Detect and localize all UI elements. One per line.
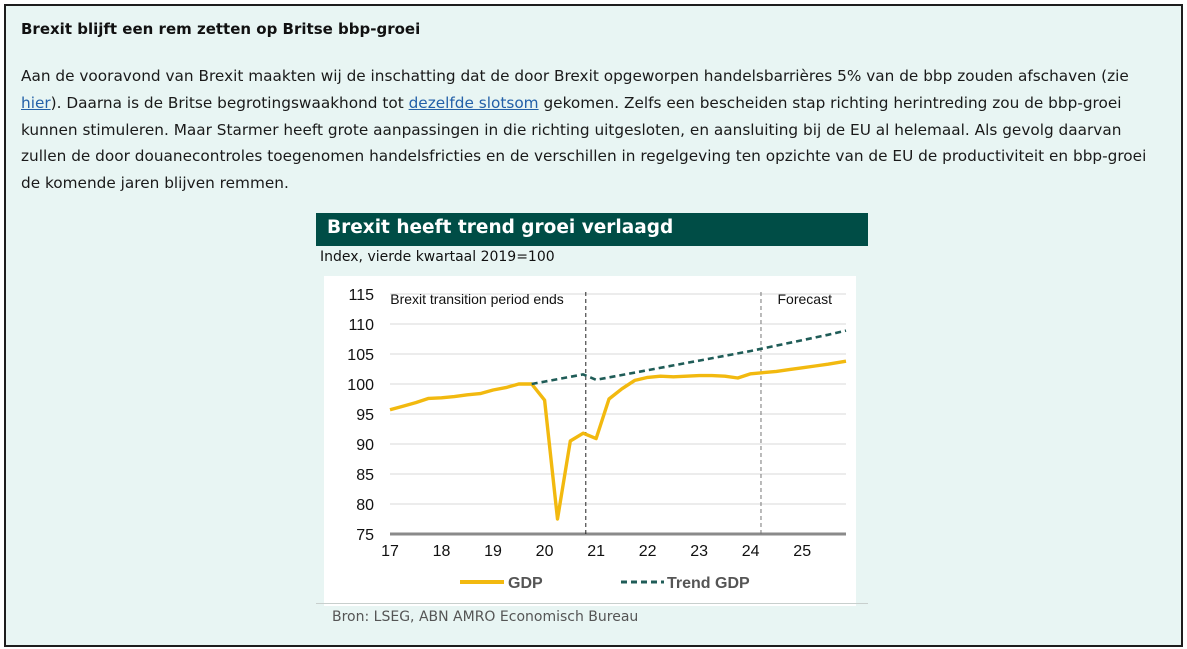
y-tick-label-75: 75: [356, 527, 374, 544]
x-tick-label-18: 18: [433, 543, 451, 560]
link-hier[interactable]: hier: [21, 93, 51, 112]
source-divider: [316, 603, 868, 604]
y-tick-label-110: 110: [348, 317, 374, 334]
legend-label-gdp: GDP: [508, 575, 543, 592]
y-tick-label-80: 80: [356, 497, 374, 514]
x-tick-label-22: 22: [639, 543, 657, 560]
x-tick-label-23: 23: [690, 543, 708, 560]
chart-title: Brexit heeft trend groei verlaagd: [316, 213, 868, 246]
article-panel: Brexit blijft een rem zetten op Britse b…: [4, 4, 1183, 647]
series-line-trend-gdp: [531, 329, 847, 386]
link-dezelfde-slotsom[interactable]: dezelfde slotsom: [408, 93, 539, 112]
annotation-label-0: Brexit transition period ends: [390, 291, 564, 307]
section-heading: Brexit blijft een rem zetten op Britse b…: [21, 20, 421, 38]
body-paragraph: Aan de vooravond van Brexit maakten wij …: [21, 63, 1166, 197]
annotation-label-1: Forecast: [778, 291, 833, 307]
legend-label-trend-gdp: Trend GDP: [667, 575, 750, 592]
chart-plot-area: 75 80 85 90 95 100 105 110 115 17 18 19 20 21 22 23 24 25…: [324, 276, 856, 606]
paragraph-text-1: Aan de vooravond van Brexit maakten wij …: [21, 67, 1129, 85]
y-tick-label-105: 105: [347, 347, 374, 364]
x-tick-label-21: 21: [587, 543, 605, 560]
y-tick-label-100: 100: [347, 377, 374, 394]
chart-subtitle: Index, vierde kwartaal 2019=100: [320, 249, 555, 265]
x-tick-label-25: 25: [793, 543, 811, 560]
x-tick-label-24: 24: [742, 543, 760, 560]
paragraph-text-3: gekomen. Zelfs een bescheiden stap richt…: [21, 93, 1147, 193]
series-line-gdp: [389, 359, 847, 521]
gdp-line-chart: 75 80 85 90 95 100 105 110 115 17 18 19 20 21 22 23 24 25…: [347, 287, 847, 592]
x-tick-label-17: 17: [381, 543, 399, 560]
y-tick-label-85: 85: [356, 467, 374, 484]
y-tick-label-95: 95: [356, 407, 374, 424]
y-tick-label-115: 115: [348, 287, 374, 304]
y-tick-label-90: 90: [356, 437, 374, 454]
x-tick-label-20: 20: [536, 543, 554, 560]
chart-source: Bron: LSEG, ABN AMRO Economisch Bureau: [332, 609, 639, 625]
paragraph-text-2: ). Daarna is de Britse begrotingswaakhon…: [50, 93, 409, 112]
x-tick-label-19: 19: [484, 543, 502, 560]
